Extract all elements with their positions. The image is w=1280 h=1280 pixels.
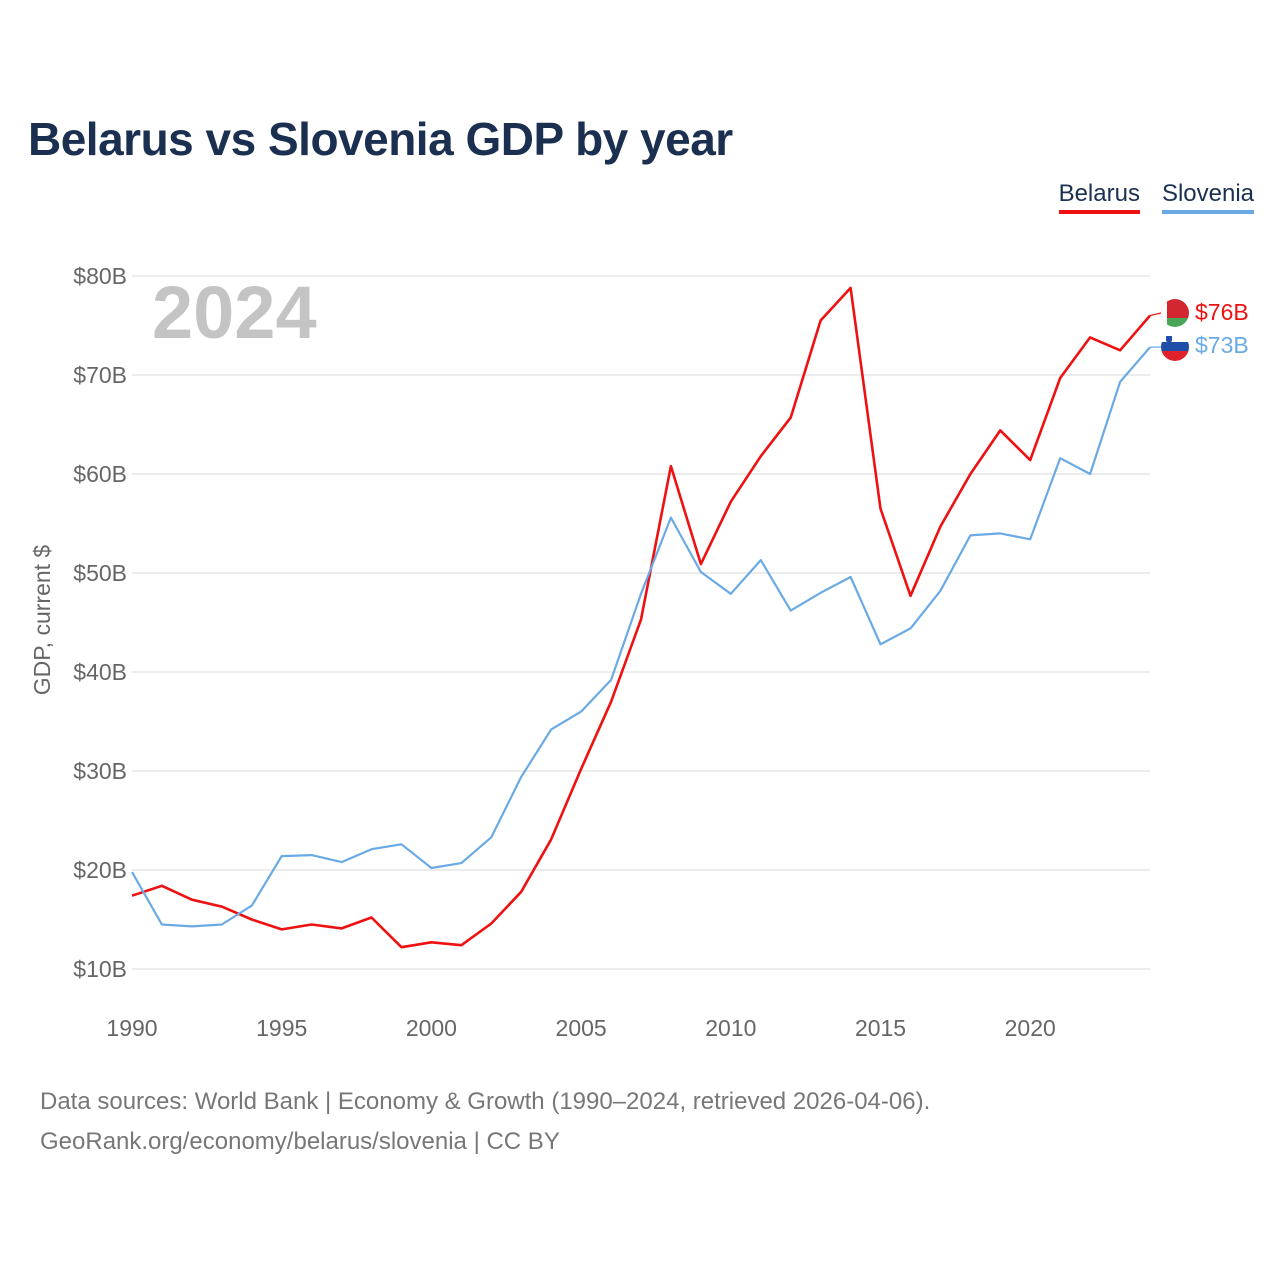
series-line-belarus[interactable] xyxy=(131,286,1151,949)
footer-sources: Data sources: World Bank | Economy & Gro… xyxy=(40,1088,931,1115)
x-axis: 1990 1995 2000 2005 2010 2015 2020 xyxy=(106,1015,1055,1041)
year-overlay: 2024 xyxy=(152,271,317,354)
x-tick-label: 1990 xyxy=(106,1015,157,1041)
series-line-slovenia[interactable] xyxy=(131,346,1151,928)
footer-link[interactable]: GeoRank.org/economy/belarus/slovenia | C… xyxy=(40,1128,560,1155)
x-tick-label: 2015 xyxy=(855,1015,906,1041)
y-tick-label: $50B xyxy=(73,560,127,586)
y-tick-label: $10B xyxy=(73,956,127,982)
y-axis-title: GDP, current $ xyxy=(29,545,55,696)
y-tick-label: $30B xyxy=(73,758,127,784)
y-tick-label: $40B xyxy=(73,659,127,685)
footer: Data sources: World Bank | Economy & Gro… xyxy=(40,1082,930,1162)
end-label-belarus: $76B xyxy=(1195,299,1249,325)
y-tick-label: $70B xyxy=(73,362,127,388)
x-tick-label: 2005 xyxy=(556,1015,607,1041)
y-tick-label: $20B xyxy=(73,857,127,883)
slovenia-flag-icon xyxy=(1161,333,1189,361)
belarus-flag-icon xyxy=(1161,299,1189,327)
legend-item-belarus[interactable]: Belarus xyxy=(1058,180,1140,214)
x-tick-label: 2020 xyxy=(1005,1015,1056,1041)
y-tick-label: $80B xyxy=(73,263,127,289)
x-tick-label: 1995 xyxy=(256,1015,307,1041)
legend: Belarus Slovenia xyxy=(1058,180,1254,214)
legend-item-slovenia[interactable]: Slovenia xyxy=(1161,180,1254,214)
end-connector-belarus xyxy=(1149,312,1162,317)
series-lines xyxy=(131,286,1162,949)
gridlines xyxy=(132,275,1150,970)
x-tick-label: 2010 xyxy=(705,1015,756,1041)
end-label-slovenia: $73B xyxy=(1195,332,1249,358)
x-tick-label: 2000 xyxy=(406,1015,457,1041)
y-tick-label: $60B xyxy=(73,461,127,487)
y-axis: $10B $20B $30B $40B $50B $60B $70B $80B xyxy=(73,263,127,982)
chart-title: Belarus vs Slovenia GDP by year xyxy=(28,113,733,165)
